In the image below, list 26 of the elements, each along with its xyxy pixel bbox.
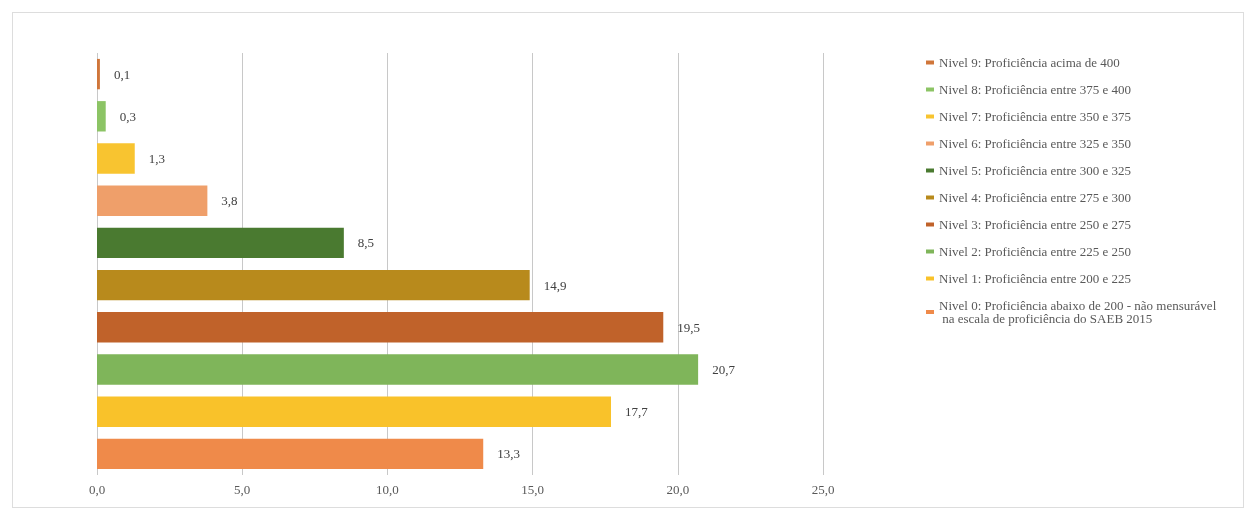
legend-label: Nivel 0: Proficiência abaixo de 200 - não mensurável na escala de proficiência do SAEB 2015 [939,298,1217,326]
data-label: 14,9 [543,277,567,293]
x-tick-label: 25,0 [811,482,835,497]
legend-label: Nivel 4: Proficiência entre 275 e 300 [939,190,1132,205]
legend-label: Nivel 2: Proficiência entre 225 e 250 [939,244,1132,259]
x-tick-label: 5,0 [234,482,251,497]
legend-label: Nivel 9: Proficiência acima de 400 [939,55,1120,70]
legend-label: Nivel 6: Proficiência entre 325 e 350 [939,136,1132,151]
x-tick-label: 10,0 [376,482,399,497]
data-label: 0,1 [113,66,131,82]
data-label: 8,5 [357,235,375,251]
data-label: 20,7 [712,362,736,377]
legend-label: Nivel 3: Proficiência entre 250 e 275 [939,217,1132,232]
data-label: 1,3 [148,151,165,166]
legend-label: Nivel 7: Proficiência entre 350 e 375 [939,109,1132,124]
data-label: 0,3 [119,108,136,124]
x-tick-label: 20,0 [666,482,690,497]
legend-label: Nivel 5: Proficiência entre 300 e 325 [939,163,1132,178]
legend-label: Nivel 8: Proficiência entre 375 e 400 [939,82,1132,97]
x-tick-label: 15,0 [521,482,544,497]
data-label: 19,5 [677,319,701,335]
x-tick-label: 0,0 [88,482,106,497]
legend-label: Nivel 1: Proficiência entre 200 e 225 [939,271,1132,286]
data-label: 3,8 [221,193,238,209]
data-label: 13,3 [497,446,520,462]
data-label: 17,7 [625,404,649,420]
